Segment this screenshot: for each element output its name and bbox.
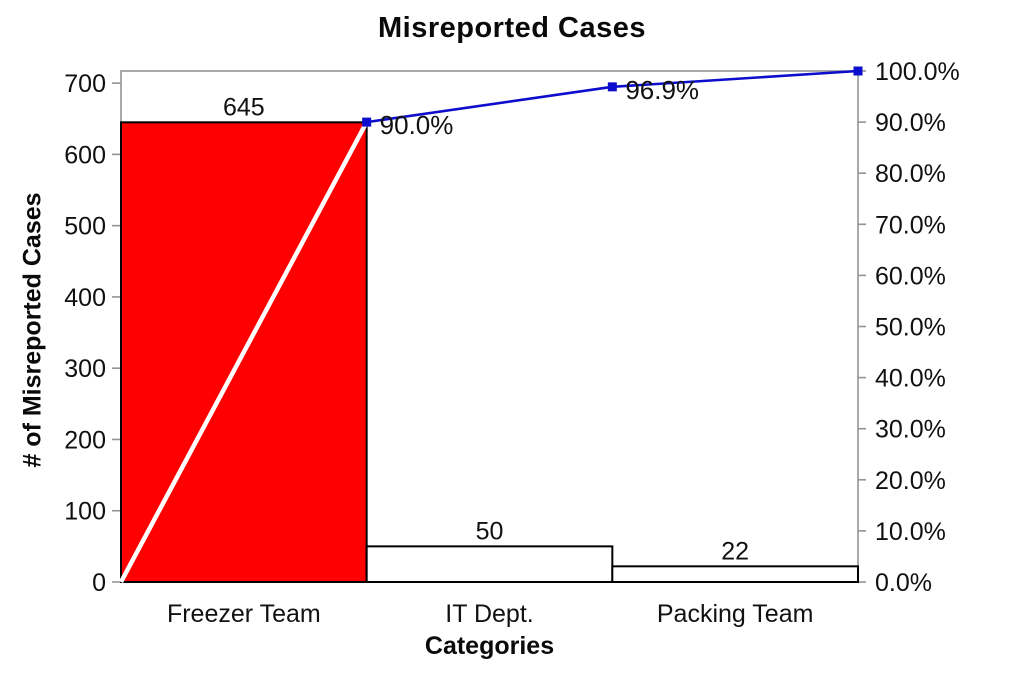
category-label: Packing Team [657,600,814,628]
left-axis-tick-label: 400 [64,284,106,312]
left-axis-tick-label: 200 [64,426,106,454]
cumulative-marker [607,82,617,92]
bar-2 [611,565,859,584]
right-axis-tick-label: 80.0% [875,160,946,188]
bar-value-label: 50 [476,517,504,545]
right-axis-tick-label: 70.0% [875,211,946,239]
right-axis-tick-label: 0.0% [875,569,932,597]
right-axis-tick-label: 100.0% [875,58,960,86]
left-axis-tick-label: 500 [64,213,106,241]
bar-value-label: 645 [223,93,265,121]
right-axis-tick-label: 40.0% [875,365,946,393]
right-axis-tick-label: 10.0% [875,518,946,546]
right-axis-tick-label: 20.0% [875,467,946,495]
cumulative-point-label: 96.9% [625,75,699,105]
left-axis-title: # of Misreported Cases [18,192,47,468]
left-axis-tick-label: 100 [64,498,106,526]
category-label: Freezer Team [167,600,321,628]
left-axis-tick-label: 300 [64,355,106,383]
right-axis-tick-label: 90.0% [875,109,946,137]
right-axis-tick-label: 50.0% [875,314,946,342]
bar-value-label: 22 [721,537,749,565]
right-axis-tick-label: 60.0% [875,262,946,290]
left-axis-tick-label: 600 [64,141,106,169]
cumulative-line-first-segment [119,121,369,584]
left-axis-tick-label: 700 [64,70,106,98]
cumulative-marker [853,66,863,76]
x-axis-title: Categories [424,632,555,660]
right-axis-tick-label: 30.0% [875,416,946,444]
cumulative-marker [362,117,372,127]
bar-1 [365,545,614,584]
cumulative-point-label: 90.0% [380,110,454,140]
left-axis-tick-label: 0 [92,569,106,597]
chart-title: Misreported Cases [378,12,646,44]
category-label: IT Dept. [445,600,533,628]
